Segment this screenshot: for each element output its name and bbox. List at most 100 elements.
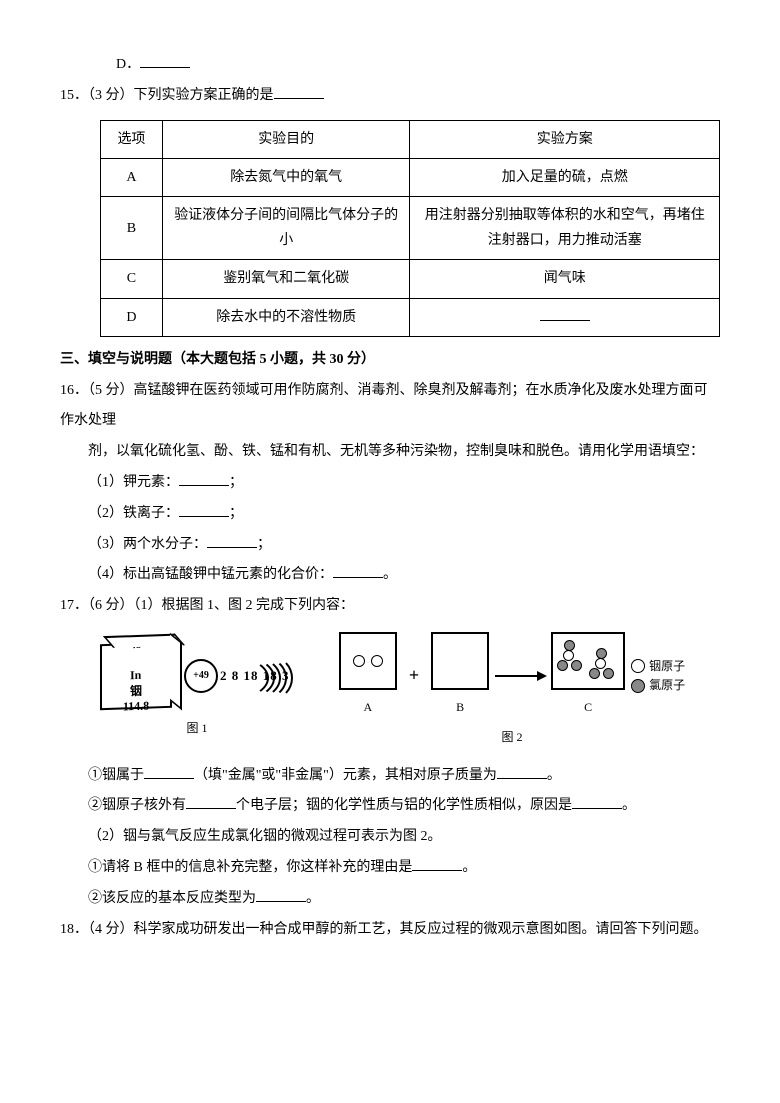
fig1-label: 图 1 xyxy=(186,715,207,741)
th-option: 选项 xyxy=(101,120,163,158)
q17-sub4-text: ②该反应的基本反应类型为 xyxy=(88,891,256,906)
q16-sub1-text: （1）钾元素： xyxy=(88,475,179,490)
q17-blank1[interactable] xyxy=(144,764,194,779)
q17-part2-intro: （2）铟与氯气反应生成氯化铟的微观过程可表示为图 2。 xyxy=(60,822,720,853)
q15-number: 15． xyxy=(60,88,88,103)
box-b-label: B xyxy=(456,694,464,720)
q16-sub4: （4）标出高锰酸钾中锰元素的化合价：。 xyxy=(60,560,720,591)
box-a xyxy=(339,632,397,690)
cell-opt: A xyxy=(101,158,163,196)
table-row: A 除去氮气中的氧气 加入足量的硫，点燃 xyxy=(101,158,720,196)
q16-stem1: 高锰酸钾在医药领域可用作防腐剂、消毒剂、除臭剂及解毒剂；在水质净化及废水处理方面… xyxy=(60,383,708,429)
table-row: D 除去水中的不溶性物质 xyxy=(101,298,720,336)
q17-sub3-text: ①请将 B 框中的信息补充完整，你这样补充的理由是 xyxy=(88,860,412,875)
q16-blank2[interactable] xyxy=(179,502,229,517)
q16-line1: 16．（5 分）高锰酸钾在医药领域可用作防腐剂、消毒剂、除臭剂及解毒剂；在水质净… xyxy=(60,376,720,438)
atom-dot-icon xyxy=(353,655,365,667)
q16-sub2: （2）铁离子： ； xyxy=(60,499,720,530)
q14-option-d: D． xyxy=(60,50,720,81)
arrow-icon xyxy=(495,675,545,677)
legend-item-cl: 氯原子 xyxy=(631,676,685,695)
cell-purpose: 除去氮气中的氧气 xyxy=(162,158,410,196)
section3-title: 三、填空与说明题（本大题包括 5 小题，共 30 分） xyxy=(60,345,720,376)
q17-blank3[interactable] xyxy=(186,794,236,809)
q18-line: 18．（4 分）科学家成功研发出一种合成甲醇的新工艺，其反应过程的微观示意图如图… xyxy=(60,915,720,946)
q16-points: （5 分） xyxy=(88,383,134,398)
figure-row: 49 In 铟 114.8 +49 2 8 18 18 3 图 1 xyxy=(60,632,720,751)
q18-number: 18． xyxy=(60,922,88,937)
q17-sub3: ①请将 B 框中的信息补充完整，你这样补充的理由是 。 xyxy=(60,853,720,884)
semicolon: ； xyxy=(229,475,243,490)
q17-sub1: ①铟属于（填"金属"或"非金属"）元素，其相对原子质量为。 xyxy=(60,761,720,792)
q17-blank4[interactable] xyxy=(572,794,622,809)
q16-blank3[interactable] xyxy=(207,533,257,548)
period: 。 xyxy=(306,891,320,906)
table-row: B 验证液体分子间的间隔比气体分子的小 用注射器分别抽取等体积的水和空气，再堵住… xyxy=(101,196,720,259)
element-name: 铟 xyxy=(130,684,142,700)
box-c xyxy=(551,632,625,690)
period: 。 xyxy=(622,798,636,813)
q15-table: 选项 实验目的 实验方案 A 除去氮气中的氧气 加入足量的硫，点燃 B 验证液体… xyxy=(100,120,720,337)
box-c-label: C xyxy=(584,694,592,720)
legend-in-text: 铟原子 xyxy=(649,657,685,676)
cell-purpose: 除去水中的不溶性物质 xyxy=(162,298,410,336)
atomic-mass: 114.8 xyxy=(123,699,149,716)
cell-purpose: 验证液体分子间的间隔比气体分子的小 xyxy=(162,196,410,259)
fig2-label: 图 2 xyxy=(501,724,522,750)
q17-blank2[interactable] xyxy=(497,764,547,779)
legend-circle-icon xyxy=(631,659,645,673)
semicolon: ； xyxy=(229,506,243,521)
option-d-prefix: D． xyxy=(116,57,140,72)
period: 。 xyxy=(547,768,561,783)
q16-line2: 剂，以氧化硫化氢、酚、铁、锰和有机、无机等多种污染物，控制臭味和脱色。请用化学用… xyxy=(60,437,720,468)
th-plan: 实验方案 xyxy=(410,120,720,158)
q16-sub2-text: （2）铁离子： xyxy=(88,506,179,521)
q16-blank1[interactable] xyxy=(179,471,229,486)
q17-sub2b: 个电子层；铟的化学性质与铝的化学性质相似，原因是 xyxy=(236,798,572,813)
q17-sub1b: （填"金属"或"非金属"）元素，其相对原子质量为 xyxy=(194,768,497,783)
period: 。 xyxy=(462,860,476,875)
q17-blank6[interactable] xyxy=(256,887,306,902)
q17-sub4: ②该反应的基本反应类型为 。 xyxy=(60,884,720,915)
legend-item-in: 铟原子 xyxy=(631,657,685,676)
figure1-group: 49 In 铟 114.8 +49 2 8 18 18 3 图 1 xyxy=(100,641,294,741)
q16-sub3: （3）两个水分子： ； xyxy=(60,530,720,561)
th-purpose: 实验目的 xyxy=(162,120,410,158)
legend: 铟原子 氯原子 xyxy=(631,657,685,695)
molecule-icon xyxy=(553,634,623,688)
cell-purpose: 鉴别氧气和二氧化碳 xyxy=(162,260,410,298)
q17-points: （6 分） xyxy=(88,598,134,613)
q16-number: 16． xyxy=(60,383,88,398)
q17-sub2: ②铟原子核外有 个电子层；铟的化学性质与铝的化学性质相似，原因是 。 xyxy=(60,791,720,822)
q16-sub1: （1）钾元素： ； xyxy=(60,468,720,499)
element-tile: 49 In 铟 114.8 xyxy=(100,642,172,711)
q16-sub3-text: （3）两个水分子： xyxy=(88,537,207,552)
q16-sub4-text: （4）标出高锰酸钾中锰元素的化合价： xyxy=(88,567,333,582)
q17-sub2a: ②铟原子核外有 xyxy=(88,798,186,813)
table-header-row: 选项 实验目的 实验方案 xyxy=(101,120,720,158)
box-b[interactable] xyxy=(431,632,489,690)
legend-circle-icon xyxy=(631,679,645,693)
table-row: C 鉴别氧气和二氧化碳 闻气味 xyxy=(101,260,720,298)
q15-d-plan-blank[interactable] xyxy=(540,306,590,321)
q15-answer-blank[interactable] xyxy=(274,84,324,99)
semicolon: ； xyxy=(257,537,271,552)
q16-blank4[interactable] xyxy=(333,563,383,578)
cell-opt: C xyxy=(101,260,163,298)
q18-points: （4 分） xyxy=(88,922,134,937)
q17-blank5[interactable] xyxy=(412,856,462,871)
atom-structure-diagram: +49 2 8 18 18 3 xyxy=(184,641,294,711)
figure2-group: A + B xyxy=(304,632,720,751)
cell-plan xyxy=(410,298,720,336)
q15-points: （3 分） xyxy=(88,88,134,103)
cell-opt: D xyxy=(101,298,163,336)
cell-plan: 加入足量的硫，点燃 xyxy=(410,158,720,196)
plus-icon: + xyxy=(403,656,425,696)
atom-dot-icon xyxy=(371,655,383,667)
legend-cl-text: 氯原子 xyxy=(649,676,685,695)
q15-stem-line: 15．（3 分）下列实验方案正确的是 xyxy=(60,81,720,112)
q17-number: 17． xyxy=(60,598,88,613)
cell-plan: 闻气味 xyxy=(410,260,720,298)
q14-blank[interactable] xyxy=(140,53,190,68)
q17-part1-intro: （1）根据图 1、图 2 完成下列内容： xyxy=(134,598,355,613)
